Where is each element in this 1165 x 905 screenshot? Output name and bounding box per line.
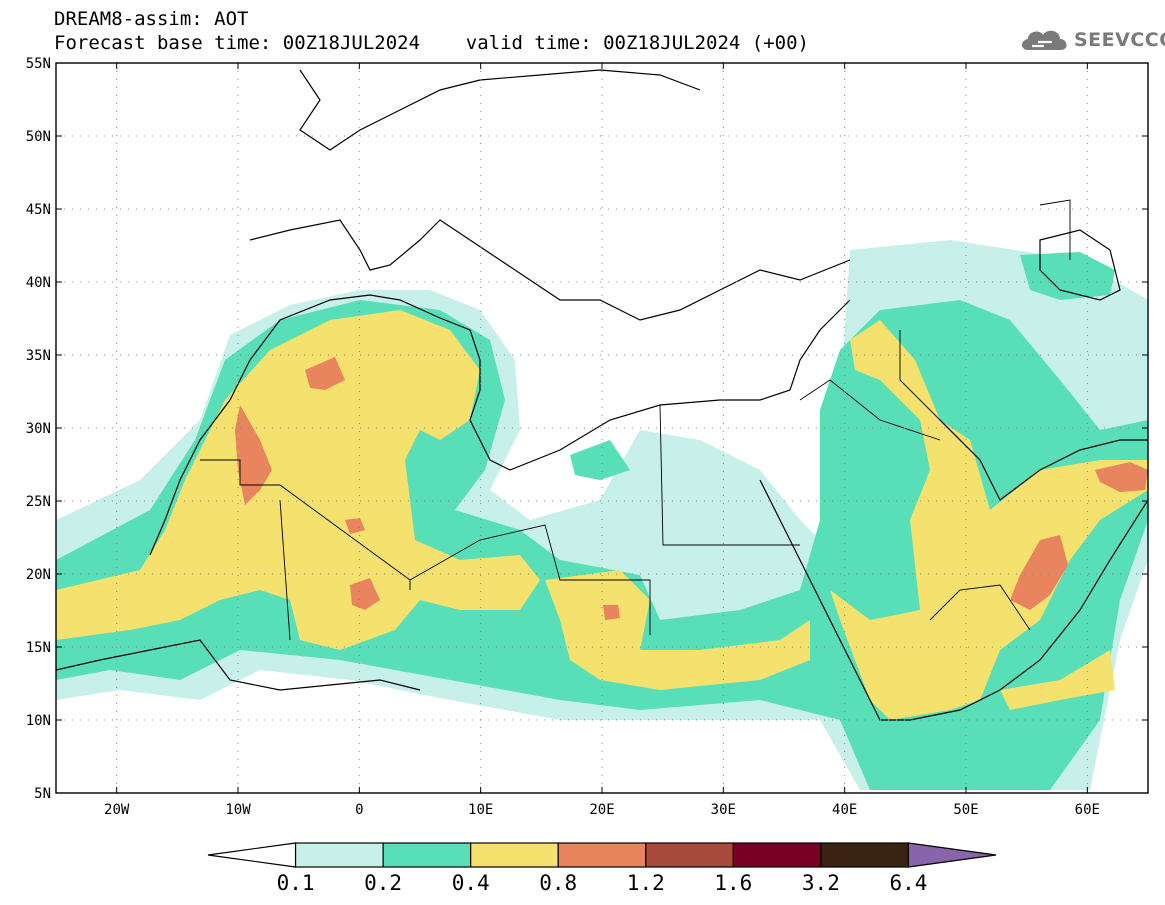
lat-label: 15N (26, 640, 51, 656)
colorbar-swatch (732, 842, 822, 868)
lon-labels: 20W 10W 0 10E 20E 30E 40E 50E 60E (104, 802, 1100, 818)
lon-label: 10E (468, 802, 493, 818)
lon-label: 20E (589, 802, 614, 818)
seevccc-logo: SEEVCCC (1018, 24, 1165, 56)
colorbar-swatch (645, 842, 734, 868)
colorbar: 0.1 0.2 0.4 0.8 1.2 1.6 3.2 6.4 (207, 842, 997, 895)
logo-text: SEEVCCC (1074, 29, 1165, 51)
lat-label: 10N (26, 713, 51, 729)
lon-label: 20W (104, 802, 130, 818)
colorbar-swatch (470, 842, 559, 868)
colorbar-label: 0.8 (539, 871, 577, 895)
lat-label: 5N (34, 786, 51, 802)
lon-label: 40E (832, 802, 857, 818)
map-title: DREAM8-assim: AOT (54, 8, 249, 30)
lat-label: 35N (26, 348, 51, 364)
lat-label: 50N (26, 129, 51, 145)
colorbar-lower-triangle (207, 842, 297, 868)
lon-label: 0 (355, 802, 363, 818)
colorbar-label: 1.6 (714, 871, 752, 895)
colorbar-label: 3.2 (802, 871, 840, 895)
axis-ticks (56, 62, 1148, 794)
lon-label: 60E (1075, 802, 1100, 818)
lat-label: 40N (26, 275, 51, 291)
colorbar-upper-triangle (907, 842, 997, 868)
colorbar-swatch (820, 842, 910, 868)
lon-label: 30E (711, 802, 736, 818)
colorbar-swatch (557, 842, 647, 868)
lon-label: 50E (953, 802, 978, 818)
cloud-icon (1022, 30, 1067, 50)
colorbar-label: 1.2 (627, 871, 665, 895)
lat-label: 45N (26, 202, 51, 218)
lon-label: 10W (225, 802, 251, 818)
grid-lines (56, 63, 1148, 793)
colorbar-label: 0.4 (452, 871, 490, 895)
colorbar-swatch (294, 842, 384, 868)
colorbar-swatch (382, 842, 472, 868)
lat-label: 25N (26, 494, 51, 510)
lat-label: 55N (26, 56, 51, 72)
lat-labels: 5N 10N 15N 20N 25N 30N 35N 40N 45N 50N 55N (26, 56, 51, 802)
colorbar-label: 0.2 (364, 871, 402, 895)
forecast-time-line: Forecast base time: 00Z18JUL2024 valid t… (54, 32, 809, 54)
colorbar-label: 0.1 (277, 871, 315, 895)
lat-label: 20N (26, 567, 51, 583)
colorbar-label: 6.4 (889, 871, 927, 895)
lat-label: 30N (26, 421, 51, 437)
